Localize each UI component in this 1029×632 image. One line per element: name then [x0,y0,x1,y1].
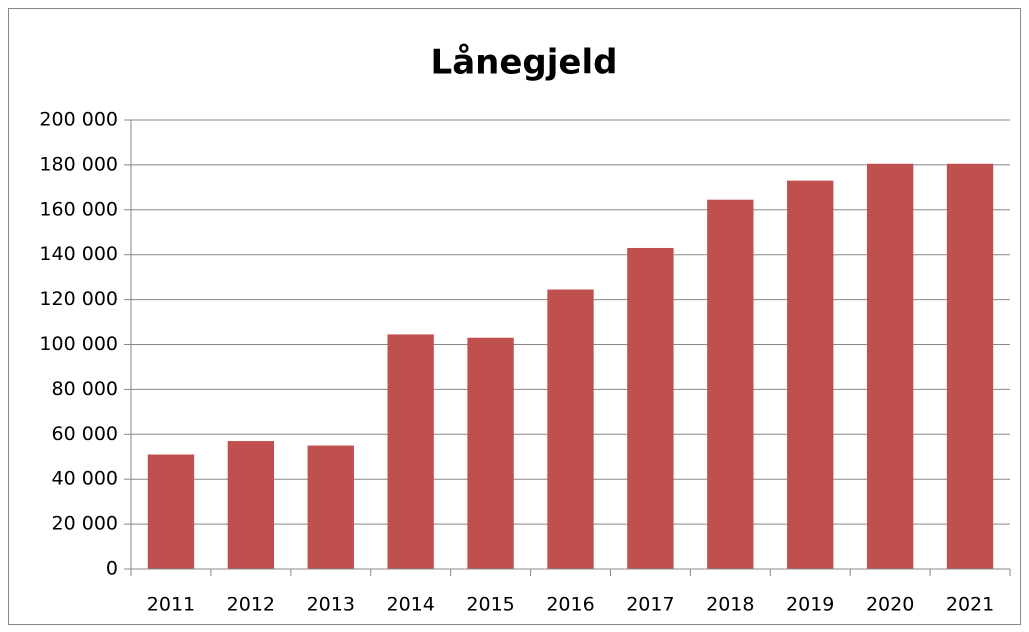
bar [866,163,914,569]
bar [946,163,994,569]
y-tick-label: 100 000 [39,333,118,355]
bar [787,180,834,570]
x-tick-label: 2014 [387,594,435,616]
x-tick-label: 2018 [706,594,754,616]
y-tick-label: 180 000 [39,153,118,175]
x-tick-label: 2012 [227,594,275,616]
y-tick-label: 120 000 [39,288,118,310]
y-tick-label: 140 000 [39,243,118,265]
y-tick-label: 160 000 [39,198,118,220]
bar [547,289,594,569]
x-tick-label: 2016 [546,594,594,616]
x-tick-label: 2015 [466,594,514,616]
x-tick-label: 2013 [307,594,355,616]
x-tick-label: 2019 [786,594,834,616]
bar [387,334,434,569]
bar [227,441,275,569]
x-tick-label: 2020 [866,594,914,616]
y-tick-label: 40 000 [52,468,118,490]
bar [467,337,514,569]
y-tick-label: 80 000 [52,378,118,400]
bar [147,454,195,569]
bar [707,199,754,569]
chart-title: Lånegjeld [431,43,618,83]
bar [307,445,354,569]
x-tick-label: 2011 [147,594,195,616]
x-tick-label: 2017 [626,594,674,616]
y-tick-label: 0 [106,558,118,580]
y-tick-label: 20 000 [52,513,118,535]
y-tick-label: 200 000 [39,109,118,131]
bar [627,247,674,569]
x-tick-label: 2021 [946,594,994,616]
y-tick-label: 60 000 [52,423,118,445]
